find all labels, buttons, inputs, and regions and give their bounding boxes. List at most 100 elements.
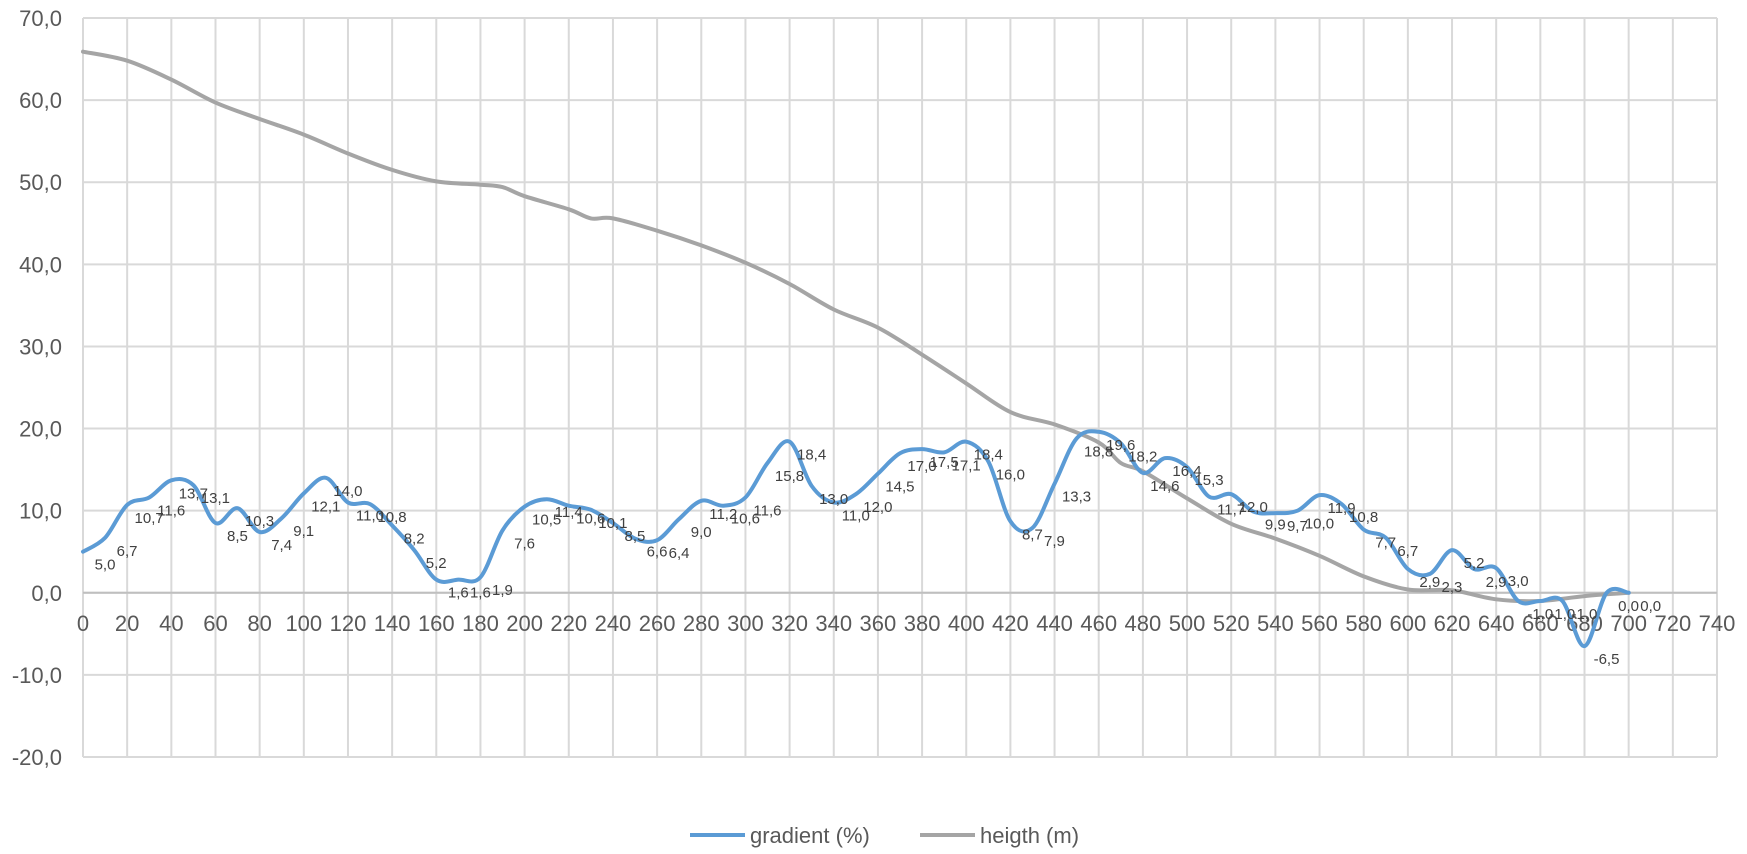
- data-label: 10,8: [377, 509, 406, 526]
- x-tick-label: 700: [1610, 611, 1647, 636]
- x-tick-label: 400: [948, 611, 985, 636]
- data-label: 9,0: [691, 524, 712, 541]
- x-tick-label: 500: [1169, 611, 1206, 636]
- data-labels: 5,06,710,711,613,713,18,510,37,49,112,11…: [95, 437, 1662, 668]
- x-tick-label: 520: [1213, 611, 1250, 636]
- data-label: 18,4: [974, 447, 1003, 464]
- data-label: 0,0: [1640, 598, 1661, 615]
- data-label: 17,1: [952, 457, 981, 474]
- x-tick-label: 80: [247, 611, 271, 636]
- x-tick-label: 0: [77, 611, 89, 636]
- data-label: 9,9: [1265, 516, 1286, 533]
- y-tick-label: 0,0: [31, 581, 62, 606]
- data-label: -1,0: [1549, 606, 1575, 623]
- x-tick-label: 340: [815, 611, 852, 636]
- x-tick-label: 600: [1390, 611, 1427, 636]
- x-tick-label: 360: [860, 611, 897, 636]
- y-tick-label: 30,0: [19, 334, 62, 359]
- data-label: 11,6: [753, 503, 781, 520]
- data-label: 13,3: [1062, 489, 1091, 506]
- data-label: 2,9: [1486, 574, 1507, 591]
- data-label: -1,0: [1572, 606, 1598, 623]
- data-label: 10,3: [245, 513, 274, 530]
- data-label: 11,2: [709, 506, 737, 523]
- data-label: 17,0: [907, 458, 936, 475]
- data-label: 11,0: [356, 507, 384, 524]
- grid: [82, 17, 1718, 758]
- x-tick-label: 620: [1434, 611, 1471, 636]
- data-label: 13,1: [201, 490, 230, 507]
- data-label: 6,7: [117, 543, 138, 560]
- data-label: 11,0: [842, 507, 870, 524]
- data-label: 19,6: [1106, 437, 1135, 454]
- x-tick-label: 60: [203, 611, 227, 636]
- legend-height-label: heigth (m): [980, 823, 1079, 848]
- data-label: 10,7: [135, 510, 164, 527]
- y-tick-label: 50,0: [19, 170, 62, 195]
- data-label: 0,0: [1618, 598, 1639, 615]
- data-label: 11,6: [157, 503, 185, 520]
- data-label: 1,9: [492, 582, 513, 599]
- data-label: 14,5: [885, 479, 914, 496]
- data-label: 18,2: [1128, 448, 1157, 465]
- x-tick-label: 300: [727, 611, 764, 636]
- data-label: 7,4: [271, 537, 292, 554]
- data-label: 6,6: [647, 544, 668, 561]
- y-tick-label: 20,0: [19, 417, 62, 442]
- x-tick-label: 540: [1257, 611, 1294, 636]
- data-label: 1,6: [448, 585, 469, 602]
- data-label: 13,7: [179, 485, 208, 502]
- x-tick-label: 20: [115, 611, 139, 636]
- data-label: 8,5: [625, 528, 646, 545]
- data-label: 2,9: [1419, 574, 1440, 591]
- x-tick-label: 220: [550, 611, 587, 636]
- data-label: -6,5: [1594, 651, 1620, 668]
- data-label: -1,0: [1527, 606, 1553, 623]
- x-tick-label: 320: [771, 611, 808, 636]
- data-label: 8,5: [227, 528, 248, 545]
- data-label: 13,0: [819, 491, 848, 508]
- data-label: 9,7: [1287, 518, 1308, 535]
- data-label: 10,6: [731, 511, 760, 528]
- x-tick-label: 240: [595, 611, 632, 636]
- x-tick-label: 480: [1125, 611, 1162, 636]
- data-label: 8,7: [1022, 526, 1043, 543]
- data-label: 10,8: [1349, 509, 1378, 526]
- data-label: 15,3: [1194, 472, 1223, 489]
- x-tick-label: 460: [1080, 611, 1117, 636]
- data-label: 2,3: [1442, 579, 1463, 596]
- x-tick-label: 100: [285, 611, 322, 636]
- data-label: 11,7: [1217, 502, 1245, 519]
- data-label: 3,0: [1508, 573, 1529, 590]
- data-label: 7,7: [1375, 535, 1396, 552]
- y-tick-label: 70,0: [19, 6, 62, 31]
- legend-gradient-label: gradient (%): [750, 823, 870, 848]
- series: [81, 49, 1631, 649]
- data-label: 14,0: [333, 483, 362, 500]
- x-tick-label: 740: [1699, 611, 1736, 636]
- y-tick-label: 60,0: [19, 88, 62, 113]
- data-label: 18,8: [1084, 443, 1113, 460]
- x-tick-label: 200: [506, 611, 543, 636]
- data-label: 5,0: [95, 557, 116, 574]
- x-tick-label: 580: [1345, 611, 1382, 636]
- data-label: 10,5: [532, 512, 561, 529]
- x-tick-label: 280: [683, 611, 720, 636]
- data-label: 12,1: [311, 498, 340, 515]
- data-label: 7,9: [1044, 533, 1065, 550]
- x-tick-label: 380: [904, 611, 941, 636]
- data-label: 5,2: [426, 555, 447, 572]
- y-tick-label: -20,0: [12, 745, 62, 770]
- x-tick-label: 720: [1654, 611, 1691, 636]
- data-label: 11,4: [555, 504, 583, 521]
- data-label: 6,4: [669, 545, 690, 562]
- data-label: 15,8: [775, 468, 804, 485]
- series-line-height: [81, 49, 1631, 604]
- data-label: 12,0: [1239, 499, 1268, 516]
- data-label: 16,4: [1172, 463, 1201, 480]
- x-tick-label: 260: [639, 611, 676, 636]
- data-label: 1,6: [470, 585, 491, 602]
- data-label: 5,2: [1464, 555, 1485, 572]
